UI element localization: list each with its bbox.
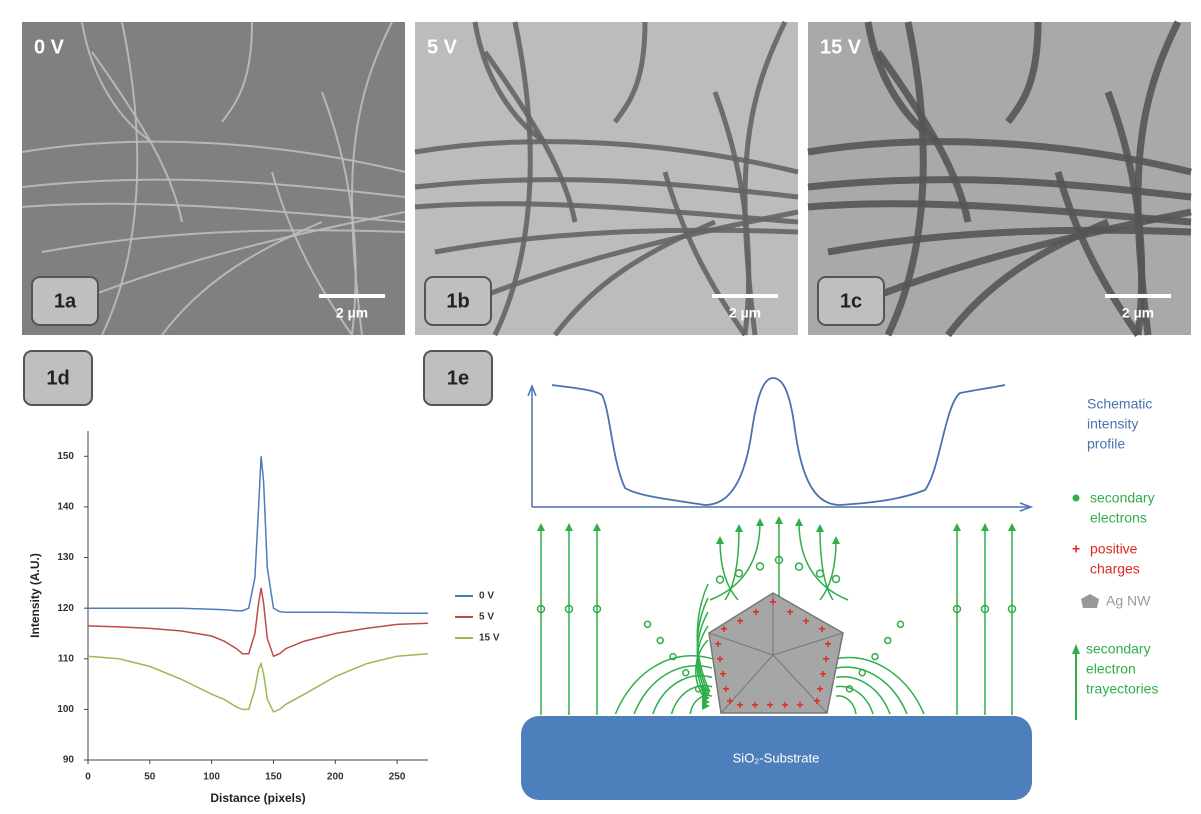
positive-charge: + bbox=[822, 652, 829, 666]
y-tick-label: 120 bbox=[57, 603, 74, 614]
y-tick-label: 150 bbox=[57, 451, 74, 462]
x-axis-title: Distance (pixels) bbox=[210, 791, 305, 805]
positive-charge: + bbox=[751, 698, 758, 712]
panel-label: 1c bbox=[840, 290, 862, 312]
positive-charge: + bbox=[736, 614, 743, 628]
legend-label: 5 V bbox=[479, 612, 494, 623]
positive-charge: + bbox=[719, 667, 726, 681]
positive-charge: + bbox=[766, 698, 773, 712]
positive-charge: + bbox=[802, 614, 809, 628]
legend-text: electron bbox=[1086, 661, 1136, 677]
y-tick-label: 140 bbox=[57, 502, 74, 513]
sem-panel: 15 V 1c 2 µm bbox=[808, 22, 1191, 335]
legend-label: 0 V bbox=[479, 591, 494, 602]
y-tick-label: 90 bbox=[63, 755, 75, 766]
sem-panel: 0 V 1a 2 µm bbox=[22, 22, 405, 335]
panel-label: 1b bbox=[446, 290, 469, 312]
positive-charge: + bbox=[781, 698, 788, 712]
sem-images: 0 V 1a 2 µm 5 V 1b 2 µm 15 V 1c 2 µm bbox=[22, 22, 1191, 335]
positive-charge: + bbox=[769, 595, 776, 609]
y-axis-title: Intensity (A.U.) bbox=[28, 553, 42, 638]
panel-label: 1d bbox=[46, 367, 69, 389]
x-tick-label: 100 bbox=[203, 772, 220, 783]
sem-panel: 5 V 1b 2 µm bbox=[415, 22, 798, 335]
panel-label: 1e bbox=[447, 367, 469, 389]
legend-text: positive bbox=[1090, 541, 1138, 557]
x-tick-label: 0 bbox=[85, 772, 91, 783]
positive-charge: + bbox=[796, 698, 803, 712]
figure: 0 V 1a 2 µm 5 V 1b 2 µm 15 V 1c 2 µm 1d 1e 90 100… bbox=[0, 0, 1201, 814]
legend-text: charges bbox=[1090, 561, 1140, 577]
legend-text: Ag NW bbox=[1106, 593, 1151, 609]
legend-symbol bbox=[1073, 495, 1080, 502]
positive-charge: + bbox=[824, 637, 831, 651]
voltage-label: 5 V bbox=[427, 36, 458, 58]
positive-charge: + bbox=[736, 698, 743, 712]
positive-charge: + bbox=[720, 622, 727, 636]
positive-charge: + bbox=[818, 622, 825, 636]
legend-text: trayectories bbox=[1086, 681, 1158, 697]
y-tick-label: 110 bbox=[58, 653, 75, 664]
x-tick-label: 50 bbox=[144, 772, 156, 783]
positive-charge: + bbox=[714, 637, 721, 651]
positive-charge: + bbox=[819, 667, 826, 681]
legend-text: electrons bbox=[1090, 510, 1147, 526]
positive-charge: + bbox=[786, 605, 793, 619]
legend-text: secondary bbox=[1086, 641, 1151, 657]
voltage-label: 15 V bbox=[820, 36, 862, 58]
legend-text: intensity bbox=[1087, 416, 1138, 432]
positive-charge: + bbox=[813, 694, 820, 708]
legend-text: Schematic bbox=[1087, 396, 1152, 412]
y-tick-label: 130 bbox=[57, 552, 74, 563]
y-tick-label: 100 bbox=[57, 704, 74, 715]
panel-label: 1a bbox=[54, 290, 77, 312]
legend-text: secondary bbox=[1090, 490, 1155, 506]
positive-charge: + bbox=[752, 605, 759, 619]
voltage-label: 0 V bbox=[34, 36, 65, 58]
legend-label: 15 V bbox=[479, 633, 500, 644]
x-tick-label: 150 bbox=[265, 772, 282, 783]
x-tick-label: 200 bbox=[327, 772, 344, 783]
legend-symbol: + bbox=[1072, 541, 1080, 557]
legend-text: profile bbox=[1087, 436, 1125, 452]
scale-label: 2 µm bbox=[1122, 305, 1154, 321]
scale-label: 2 µm bbox=[336, 305, 368, 321]
x-tick-label: 250 bbox=[389, 772, 406, 783]
substrate-label: SiO₂-Substrate bbox=[733, 750, 820, 765]
positive-charge: + bbox=[716, 652, 723, 666]
positive-charge: + bbox=[726, 694, 733, 708]
scale-label: 2 µm bbox=[729, 305, 761, 321]
